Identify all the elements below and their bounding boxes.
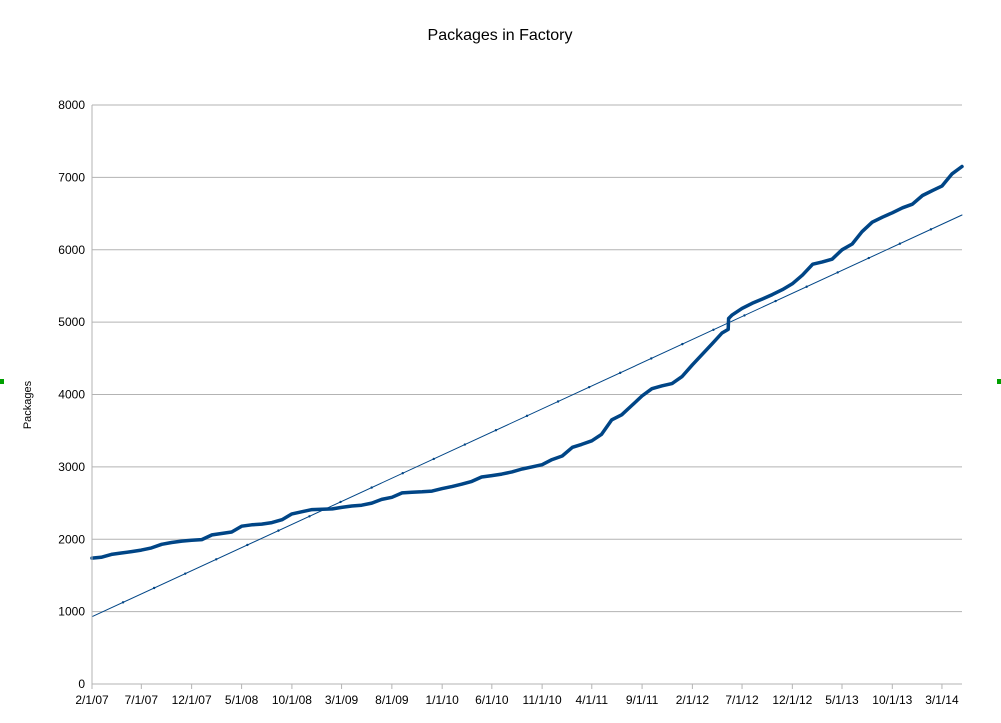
y-tick-label: 7000: [58, 170, 85, 184]
trendline-point: [370, 486, 373, 489]
trendline-point: [587, 385, 591, 389]
plot-series: [90, 164, 964, 618]
x-tick-label: 6/1/10: [475, 693, 509, 707]
chart-title: Packages in Factory: [428, 27, 573, 44]
x-tick-label: 10/1/08: [272, 693, 312, 707]
trendline-point: [929, 228, 933, 231]
left-resize-handle[interactable]: [0, 379, 4, 384]
trendline-point: [308, 515, 311, 518]
x-axis-ticks: 2/1/07 7/1/07 12/1/07 5/1/08 10/1/08 3/1/09 8/…: [75, 684, 959, 707]
trendline-point: [867, 256, 870, 260]
x-tick-label: 7/1/12: [725, 693, 759, 707]
x-tick-label: 11/1/10: [523, 693, 562, 707]
trendline-point: [556, 400, 560, 403]
y-tick-label: 8000: [58, 98, 85, 112]
x-tick-label: 7/1/07: [125, 693, 159, 707]
data-series-line: [90, 164, 964, 560]
y-axis-label: Packages: [22, 380, 34, 429]
x-tick-label: 12/1/12: [772, 693, 812, 707]
trendline-point: [432, 457, 435, 461]
x-tick-label: 4/1/11: [576, 693, 609, 707]
trendline-point: [184, 572, 187, 575]
x-tick-label: 9/1/11: [626, 693, 659, 707]
y-tick-label: 3000: [58, 460, 85, 474]
y-tick-label: 6000: [58, 243, 85, 257]
trendline-point: [339, 500, 342, 504]
trendline-point: [774, 299, 777, 303]
y-tick-label: 1000: [58, 605, 85, 619]
y-tick-label: 0: [78, 677, 85, 691]
right-resize-handle[interactable]: [997, 379, 1001, 384]
trendline-point: [836, 271, 839, 274]
x-tick-label: 2/1/12: [676, 693, 710, 707]
grid: [92, 104, 962, 685]
x-tick-label: 2/1/07: [75, 693, 109, 707]
x-tick-label: 5/1/08: [225, 693, 259, 707]
y-tick-label: 2000: [58, 532, 85, 546]
trendline-point: [463, 443, 467, 446]
x-tick-label: 3/1/14: [925, 693, 959, 707]
trendline-point: [494, 428, 498, 432]
trendline-point: [401, 472, 404, 475]
trendline-point: [619, 371, 622, 375]
trendline-point: [650, 357, 653, 360]
trendline-point: [215, 558, 218, 561]
x-tick-label: 8/1/09: [375, 693, 409, 707]
x-tick-label: 12/1/07: [172, 693, 212, 707]
y-tick-label: 5000: [58, 315, 85, 329]
trendline-point: [246, 543, 249, 547]
trendline-point: [152, 586, 156, 590]
x-tick-label: 5/1/13: [825, 693, 859, 707]
trendline-point: [805, 285, 808, 288]
y-tick-label: 4000: [58, 388, 85, 402]
trendline-point: [743, 314, 746, 317]
trendline-point: [525, 414, 529, 418]
x-tick-label: 1/1/10: [425, 693, 459, 707]
trendline-point: [121, 601, 125, 604]
trendline-point: [681, 342, 684, 346]
x-tick-label: 10/1/13: [872, 693, 912, 707]
y-axis-ticks: 0 1000 2000 3000 4000 5000 6000 7000 8000: [58, 98, 85, 691]
trendline-point: [898, 242, 902, 245]
trendline-point: [712, 328, 715, 331]
x-tick-label: 3/1/09: [325, 693, 359, 707]
trendline-point: [277, 529, 280, 532]
